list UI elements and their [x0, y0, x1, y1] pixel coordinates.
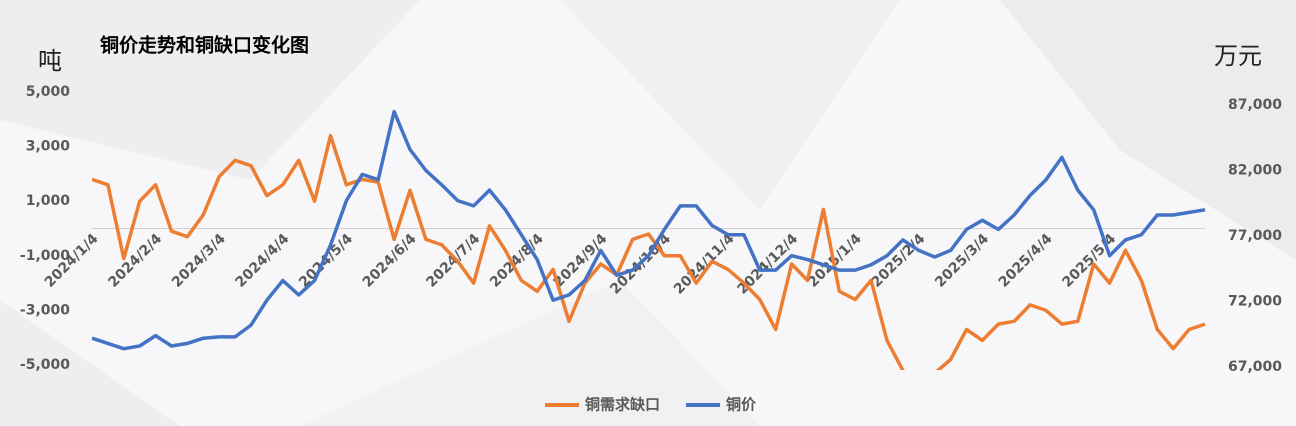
- y-tick-label: -1,000: [20, 248, 70, 264]
- y-tick-label: -3,000: [20, 302, 70, 318]
- bg-shape: [0, 0, 420, 180]
- y2-tick-label: 87,000: [1228, 97, 1282, 113]
- y2-tick-label: 82,000: [1228, 163, 1282, 179]
- chart-title: 铜价走势和铜缺口变化图: [100, 34, 309, 57]
- y-tick-label: -5,000: [20, 357, 70, 373]
- series-line: [92, 109, 1206, 351]
- y-tick-label: 5,000: [26, 84, 71, 100]
- y2-tick-label: 77,000: [1228, 228, 1282, 244]
- y-axis-title: 吨: [38, 47, 62, 75]
- y-tick-label: 3,000: [26, 139, 71, 155]
- bg-shape: [300, 280, 760, 426]
- bg-shape: [1000, 0, 1296, 260]
- legend-label: 铜需求缺口: [585, 396, 660, 414]
- bg-shape: [560, 0, 900, 210]
- y2-tick-label: 72,000: [1228, 294, 1282, 310]
- legend-label: 铜价: [726, 396, 757, 414]
- plot-area: [92, 109, 1206, 370]
- bg-shape: [0, 300, 180, 426]
- y2-tick-label: 67,000: [1228, 359, 1282, 375]
- y-tick-label: 1,000: [26, 193, 71, 209]
- y2-axis-title: 万元: [1214, 42, 1262, 70]
- series-line: [92, 133, 1206, 370]
